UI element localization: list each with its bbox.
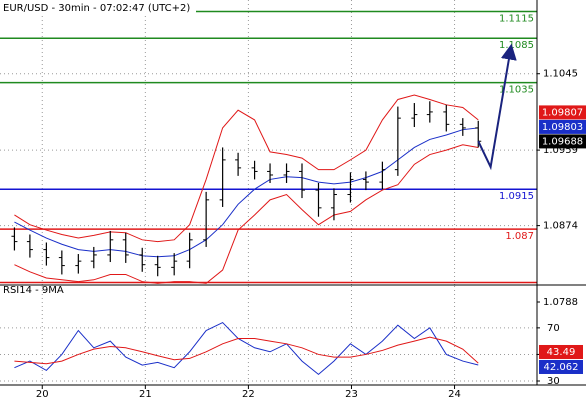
y-tick-label: 1.0959 xyxy=(543,145,578,156)
level-label: 1.0915 xyxy=(499,191,534,202)
title-background xyxy=(0,0,196,15)
level-label: 1.087 xyxy=(505,231,534,242)
level-label: 1.1115 xyxy=(499,14,534,25)
price-box xyxy=(539,134,586,149)
price-box xyxy=(539,119,586,134)
rsi-title: RSI14 - 9MA xyxy=(3,285,64,296)
overlay: EUR/USD - 30min - 07:02:47 (UTC+2) RSI14… xyxy=(0,0,586,374)
projection-arrow xyxy=(477,43,517,171)
band-lower xyxy=(14,144,479,284)
rsi-line xyxy=(14,336,479,365)
level-label: 1.081 xyxy=(505,284,534,295)
x-tick-label: 24 xyxy=(448,389,461,400)
x-tick-label: 23 xyxy=(345,389,358,400)
level-label: 1.1035 xyxy=(499,85,534,96)
y-tick-label: 30 xyxy=(547,376,560,387)
y-tick-label: 1.1045 xyxy=(543,69,578,80)
y-tick-label: 1.0788 xyxy=(543,297,578,308)
x-tick-label: 20 xyxy=(36,389,49,400)
band-upper xyxy=(14,94,479,243)
y-tick-label: 1.0874 xyxy=(543,221,578,232)
level-label: 1.1085 xyxy=(499,40,534,51)
y-tick-label: 70 xyxy=(547,323,560,334)
price-box xyxy=(539,105,586,120)
price-panel: 1.1115 1.1085 1.1035 1.0915 1.087 1.081 xyxy=(0,0,537,295)
x-tick-label: 22 xyxy=(242,389,255,400)
moving-average xyxy=(14,127,479,258)
x-tick-label: 21 xyxy=(139,389,152,400)
value-box-label: 43.49 xyxy=(547,347,576,358)
value-box xyxy=(539,359,583,374)
rsi-line xyxy=(14,321,479,376)
chart-title: EUR/USD - 30min - 07:02:47 (UTC+2) xyxy=(3,3,190,14)
value-box xyxy=(539,344,583,359)
price-box-label: 1.09688 xyxy=(542,136,583,147)
price-box-label: 1.09807 xyxy=(542,107,583,118)
price-box-label: 1.09803 xyxy=(542,122,583,133)
rsi-panel xyxy=(0,286,537,385)
value-box-label: 42.062 xyxy=(544,362,579,373)
